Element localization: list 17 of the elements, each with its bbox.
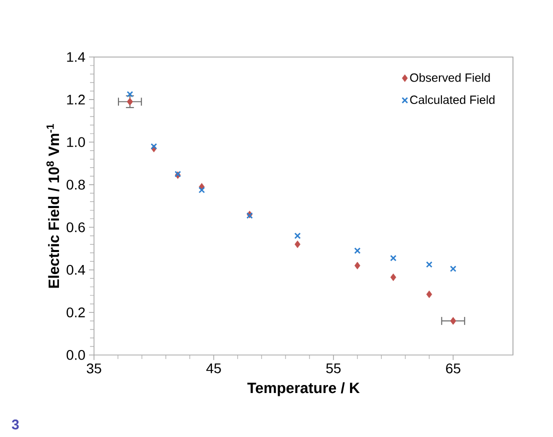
y-tick-label: 0.2	[66, 307, 85, 318]
x-tick-label: 45	[206, 364, 221, 374]
y-tick-label: 1.0	[67, 137, 85, 148]
x-axis-title: Temperature / K	[247, 382, 360, 396]
x-tick-label: 55	[326, 364, 341, 374]
y-tick-label: 1.2	[67, 94, 85, 104]
y-tick-label: 0.4	[66, 264, 86, 275]
y-tick-label: 0.8	[66, 180, 85, 190]
y-tick-label: 0.0	[66, 350, 85, 360]
y-tick-label: 0.6	[66, 222, 85, 232]
legend-label: Observed Field	[410, 73, 490, 82]
y-axis-title: Electric Field / 10$^{8}$ Vm$^{-1}$	[46, 124, 60, 288]
x-tick-label: 35	[86, 363, 102, 374]
y-tick-label: 1.4	[67, 52, 86, 62]
legend-label: Calculated Field	[410, 95, 494, 104]
x-tick-label: 65	[446, 363, 460, 374]
text: 3	[12, 420, 19, 430]
